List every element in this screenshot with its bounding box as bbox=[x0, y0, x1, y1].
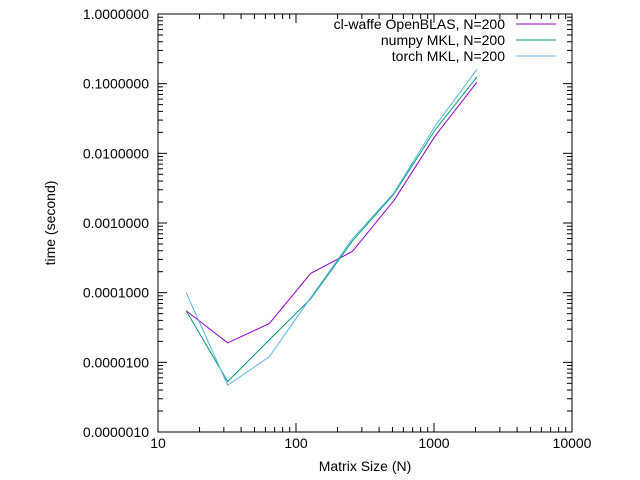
y-tick-label: 0.0010000 bbox=[83, 215, 149, 231]
legend-label-2: numpy MKL, N=200 bbox=[381, 32, 505, 48]
y-tick-label: 0.1000000 bbox=[83, 76, 149, 92]
series-lines bbox=[185, 69, 478, 386]
x-tick-label: 100 bbox=[284, 435, 308, 451]
legend-label-3: torch MKL, N=200 bbox=[392, 48, 505, 64]
tick-marks bbox=[157, 13, 573, 433]
y-axis-label: time (second) bbox=[42, 181, 58, 266]
legend-label-1: cl-waffe OpenBLAS, N=200 bbox=[334, 16, 506, 32]
series-line-3 bbox=[185, 69, 478, 386]
x-tick-label: 10000 bbox=[553, 435, 592, 451]
x-tick-label: 1000 bbox=[418, 435, 449, 451]
series-line-1 bbox=[185, 81, 478, 344]
y-tick-label: 0.0001000 bbox=[83, 285, 149, 301]
series-line-2 bbox=[185, 76, 478, 383]
y-tick-labels: 0.0000010 0.0000100 0.0001000 0.0010000 0.01… bbox=[83, 6, 149, 440]
x-tick-labels: 10 100 1000 10000 bbox=[150, 435, 591, 451]
x-axis-label: Matrix Size (N) bbox=[319, 458, 412, 474]
x-tick-label: 10 bbox=[150, 435, 166, 451]
y-tick-label: 0.0100000 bbox=[83, 145, 149, 161]
y-tick-label: 0.0000100 bbox=[83, 354, 149, 370]
y-tick-label: 0.0000010 bbox=[83, 424, 149, 440]
y-tick-label: 1.0000000 bbox=[83, 6, 149, 22]
